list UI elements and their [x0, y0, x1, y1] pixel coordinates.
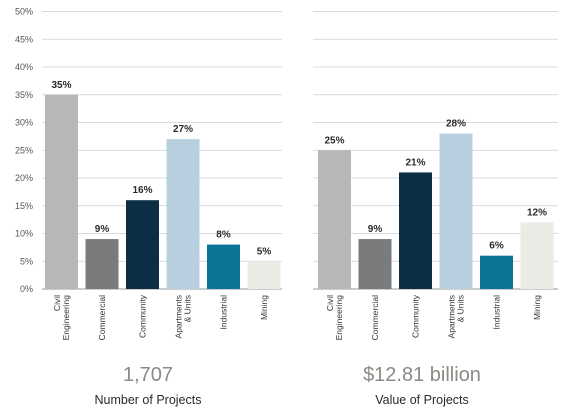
right-category-label: Commercial: [370, 295, 380, 340]
right-category-label: CivilEngineering: [325, 295, 344, 341]
left-total-value: 1,707: [122, 364, 174, 386]
left-category-label: Commercial: [97, 295, 107, 340]
right-data-label: 12%: [527, 207, 547, 218]
left-data-label: 5%: [257, 246, 272, 257]
left-category-label: Mining: [259, 295, 269, 320]
right-bar-5: [520, 222, 554, 289]
y-tick-label: 45%: [15, 34, 33, 44]
right-bar-1: [358, 239, 392, 289]
right-bar-0: [318, 150, 351, 289]
y-tick-label: 25%: [15, 145, 33, 155]
right-category-label: Apartments& Units: [447, 295, 466, 338]
right-data-label: 21%: [405, 157, 425, 168]
y-tick-label: 10%: [15, 229, 33, 239]
y-tick-label: 20%: [15, 173, 33, 183]
right-bar-4: [480, 255, 513, 289]
right-category-label: Industrial: [492, 295, 502, 330]
right-bar-3: [439, 133, 473, 289]
left-bar-5: [247, 261, 281, 289]
left-bar-2: [126, 200, 159, 289]
left-category-label: Industrial: [219, 295, 229, 330]
right-total-value: $12.81 billion: [363, 364, 481, 386]
right-bar-2: [399, 172, 432, 289]
right-category-label: Community: [411, 294, 421, 338]
left-data-label: 8%: [216, 230, 231, 241]
left-bar-3: [166, 139, 200, 289]
left-category-label: CivilEngineering: [52, 295, 71, 341]
y-tick-label: 15%: [15, 201, 33, 211]
left-bar-4: [207, 244, 240, 289]
y-tick-label: 0%: [20, 284, 33, 294]
right-data-label: 28%: [446, 119, 466, 130]
left-bar-1: [85, 239, 119, 289]
right-data-label: 25%: [324, 135, 344, 146]
right-data-label: 9%: [368, 224, 383, 235]
left-chart-caption: Number of Projects: [94, 393, 202, 407]
right-chart-caption: Value of Projects: [375, 393, 469, 407]
right-data-label: 6%: [489, 241, 504, 252]
y-tick-label: 30%: [15, 118, 33, 128]
y-tick-label: 5%: [20, 256, 33, 266]
left-data-label: 16%: [132, 185, 152, 196]
left-bar-0: [45, 94, 78, 289]
left-data-label: 35%: [51, 80, 71, 91]
left-data-label: 9%: [95, 224, 110, 235]
left-category-label: Apartments& Units: [174, 295, 193, 338]
y-tick-label: 35%: [15, 90, 33, 100]
y-tick-label: 40%: [15, 62, 33, 72]
left-data-label: 27%: [173, 124, 193, 135]
right-category-label: Mining: [532, 295, 542, 320]
left-category-label: Community: [138, 294, 148, 338]
y-tick-label: 50%: [15, 7, 33, 17]
